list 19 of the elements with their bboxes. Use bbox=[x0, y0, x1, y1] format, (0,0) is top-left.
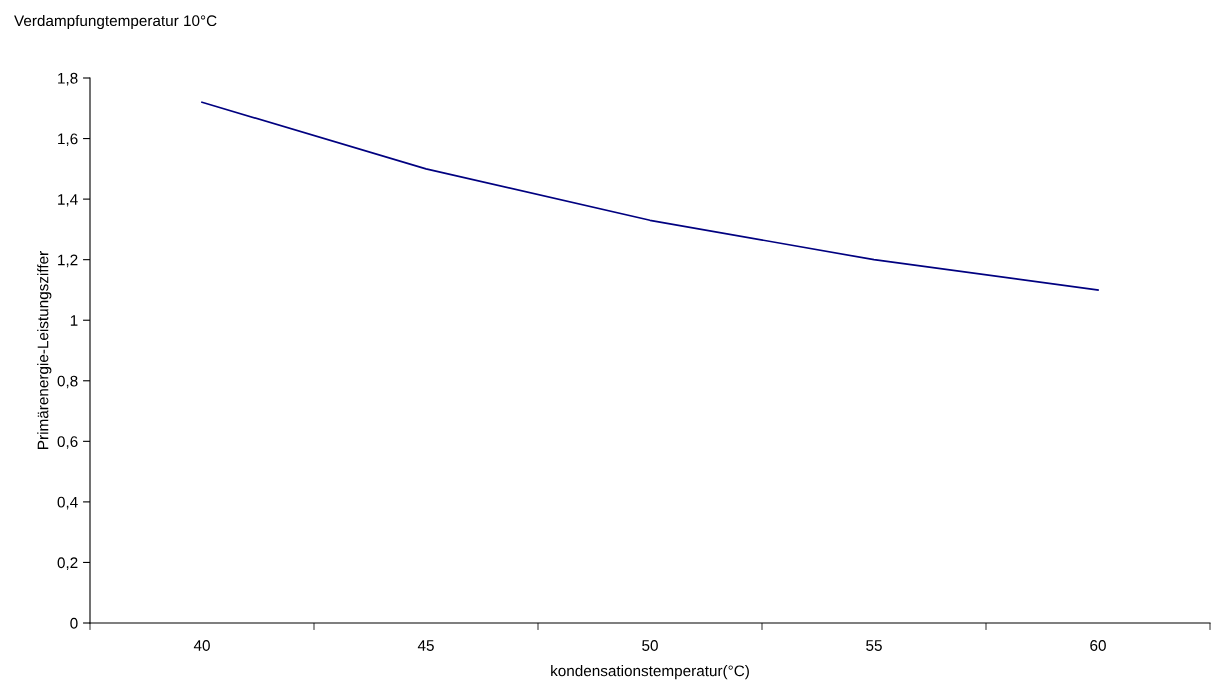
y-axis-title: Primärenergie-Leistungsziffer bbox=[37, 251, 52, 449]
x-tick-label: 50 bbox=[642, 640, 658, 651]
y-tick-label: 0,2 bbox=[57, 557, 78, 570]
x-tick-label: 55 bbox=[866, 640, 882, 651]
y-tick-label: 1,4 bbox=[58, 194, 78, 207]
y-tick-label: 1,2 bbox=[58, 254, 78, 268]
y-tick-label: 0,6 bbox=[57, 436, 78, 449]
x-tick-label: 40 bbox=[193, 640, 210, 651]
y-tick-label: 0,8 bbox=[57, 375, 78, 389]
x-tick-label: 60 bbox=[1090, 640, 1106, 651]
chart-title: Verdampfungtemperatur 10°C bbox=[14, 14, 217, 30]
line-series bbox=[201, 101, 1099, 291]
y-tick-label: 0,4 bbox=[57, 496, 78, 510]
y-tick-label: 1 bbox=[70, 315, 78, 326]
y-tick-label: 1,6 bbox=[58, 133, 78, 147]
y-tick-label: 1,8 bbox=[58, 72, 78, 86]
x-axis-title: kondensationstemperatur(°C) bbox=[551, 665, 749, 680]
y-tick-label: 0 bbox=[70, 617, 78, 629]
x-tick-label: 45 bbox=[417, 640, 434, 651]
